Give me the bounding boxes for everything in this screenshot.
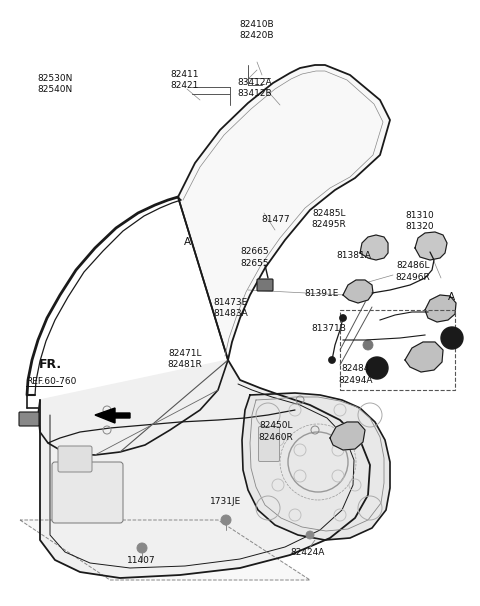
Text: A: A: [449, 333, 455, 342]
Polygon shape: [178, 65, 390, 360]
Circle shape: [366, 357, 388, 379]
Text: A: A: [374, 364, 380, 373]
Polygon shape: [20, 520, 310, 580]
Text: 82486L
82496R: 82486L 82496R: [396, 261, 430, 282]
Circle shape: [221, 515, 231, 525]
Circle shape: [137, 543, 147, 553]
Polygon shape: [360, 235, 388, 260]
Circle shape: [306, 531, 314, 539]
Circle shape: [441, 327, 463, 349]
Polygon shape: [95, 408, 130, 423]
Polygon shape: [425, 295, 456, 322]
Text: 81477: 81477: [262, 215, 290, 224]
Circle shape: [328, 356, 336, 364]
Text: A: A: [184, 238, 191, 247]
Text: FR.: FR.: [38, 358, 61, 371]
Text: 82484
82494A: 82484 82494A: [338, 364, 372, 385]
Text: A: A: [448, 292, 455, 302]
Text: 83412A
83412B: 83412A 83412B: [237, 78, 272, 98]
Text: 82471L
82481R: 82471L 82481R: [168, 348, 202, 369]
Text: 82485L
82495R: 82485L 82495R: [312, 209, 346, 230]
Text: 82411
82421: 82411 82421: [170, 70, 199, 90]
FancyBboxPatch shape: [259, 427, 279, 462]
Text: 81473E
81483A: 81473E 81483A: [213, 298, 248, 318]
Circle shape: [339, 315, 347, 322]
Text: 81310
81320: 81310 81320: [406, 211, 434, 231]
Text: 82410B
82420B: 82410B 82420B: [240, 20, 274, 41]
FancyBboxPatch shape: [19, 412, 39, 426]
Text: REF.60-760: REF.60-760: [26, 378, 77, 386]
Text: 81391E: 81391E: [305, 290, 339, 298]
Circle shape: [363, 340, 373, 350]
Polygon shape: [405, 342, 443, 372]
Text: 1731JE: 1731JE: [210, 498, 241, 506]
FancyBboxPatch shape: [58, 446, 92, 472]
Text: 82530N
82540N: 82530N 82540N: [37, 73, 73, 94]
Polygon shape: [40, 360, 370, 578]
Polygon shape: [415, 232, 447, 260]
Text: 82665
82655: 82665 82655: [240, 247, 269, 268]
Text: 81371B: 81371B: [312, 324, 346, 333]
Text: 82424A: 82424A: [290, 548, 324, 557]
Polygon shape: [343, 280, 373, 303]
FancyBboxPatch shape: [52, 462, 123, 523]
Polygon shape: [330, 422, 365, 450]
Ellipse shape: [339, 432, 360, 448]
Text: 11407: 11407: [127, 556, 156, 565]
FancyBboxPatch shape: [257, 279, 273, 291]
Polygon shape: [242, 393, 390, 540]
Text: 82450L
82460R: 82450L 82460R: [259, 421, 293, 442]
Text: 81381A: 81381A: [336, 251, 371, 260]
